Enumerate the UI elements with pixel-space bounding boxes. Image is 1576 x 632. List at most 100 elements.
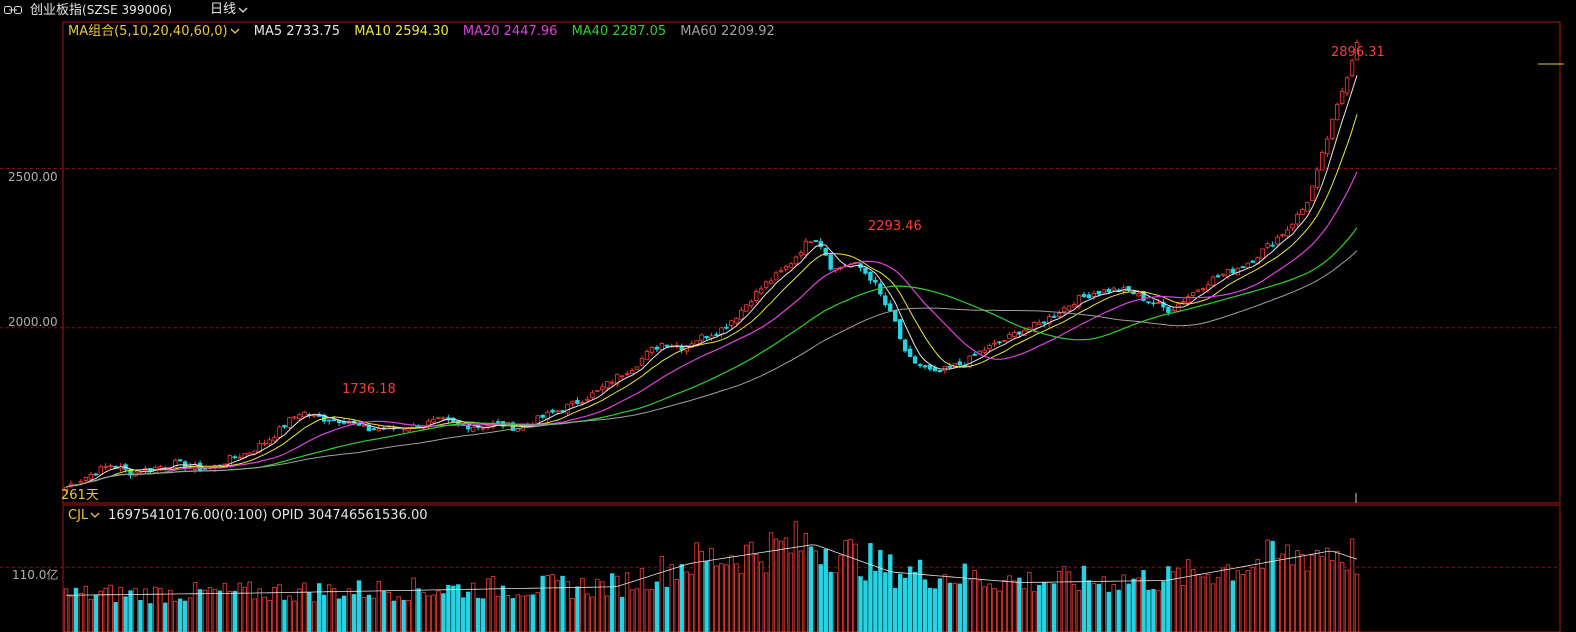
link-icon[interactable]: [4, 6, 22, 14]
volume-bar: [709, 548, 714, 632]
candle-body: [639, 358, 645, 366]
candle-body: [555, 410, 560, 413]
volume-bar: [783, 537, 789, 632]
volume-bar: [982, 586, 987, 632]
volume-bar: [113, 602, 118, 632]
volume-bar: [987, 583, 992, 632]
volume-bar: [148, 603, 153, 632]
candle-body: [912, 356, 918, 364]
chevron-down-icon: [238, 7, 248, 13]
volume-bar: [1305, 570, 1310, 632]
volume-bar: [580, 577, 585, 632]
volume-bar: [1339, 562, 1345, 632]
volume-bar: [451, 585, 456, 632]
volume-bar: [108, 584, 113, 632]
candle-body: [585, 398, 590, 402]
volume-bar: [664, 586, 670, 632]
candle-body: [1349, 60, 1355, 77]
volume-bar: [426, 595, 431, 632]
volume-bar: [962, 563, 967, 632]
volume-bar: [272, 587, 277, 632]
candle-body: [1285, 229, 1290, 237]
volume-bar: [878, 549, 883, 632]
volume-bar: [1121, 574, 1126, 632]
volume-bar: [257, 588, 262, 632]
volume-bar: [540, 575, 545, 632]
volume-bar: [1086, 580, 1092, 632]
candle-body: [1210, 276, 1216, 286]
volume-bar: [123, 596, 128, 632]
volume-bar: [565, 581, 570, 632]
volume-bar: [1285, 544, 1290, 632]
volume-bar: [714, 565, 719, 632]
volume-bar: [282, 599, 287, 632]
period-selector[interactable]: 日线: [210, 0, 248, 20]
volume-bar: [525, 594, 530, 632]
volume-bar: [158, 587, 163, 632]
candle-body: [972, 353, 977, 356]
volume-bar: [78, 592, 84, 632]
candle-body: [1081, 294, 1087, 297]
volume-bar: [927, 587, 933, 632]
candle-body: [565, 403, 570, 414]
candlestick-series: [63, 39, 1360, 494]
volume-bar: [793, 521, 799, 632]
volume-bar: [341, 595, 347, 632]
volume-bar: [505, 595, 511, 632]
candle-body: [1091, 292, 1097, 297]
volume-bar: [1066, 571, 1072, 632]
candle-body: [595, 389, 600, 392]
volume-bar: [366, 594, 372, 632]
volume-bar: [1320, 556, 1325, 632]
volume-bar: [838, 554, 843, 632]
volume-bar: [500, 585, 506, 632]
volume-bar: [83, 585, 89, 632]
candle-body: [664, 344, 670, 347]
index-title: 创业板指(SZSE 399006): [30, 0, 172, 21]
candle-body: [798, 252, 804, 256]
volume-bar: [1146, 589, 1151, 632]
candle-body: [868, 271, 873, 281]
volume-bar: [898, 573, 903, 632]
volume-bar: [967, 579, 972, 632]
volume-bar: [475, 597, 481, 632]
volume-bar: [1225, 564, 1231, 632]
candle-body: [93, 473, 98, 476]
candle-body: [232, 456, 238, 459]
candle-body: [758, 288, 764, 294]
candle-body: [480, 427, 486, 430]
volume-bar: [1161, 581, 1166, 632]
volume-bar: [610, 573, 615, 632]
candle-body: [466, 425, 471, 430]
candle-body: [1280, 234, 1285, 237]
ma-group-selector[interactable]: MA组合(5,10,20,40,60,0): [68, 24, 228, 39]
chevron-down-icon: [90, 512, 100, 518]
candle-body: [957, 361, 962, 366]
candle-body: [431, 418, 436, 423]
volume-bar: [63, 588, 69, 632]
volume-bar: [689, 573, 694, 632]
candle-body: [1146, 301, 1151, 304]
candle-body: [600, 386, 605, 391]
candle-body: [654, 346, 660, 350]
candle-body: [902, 339, 908, 352]
candle-body: [1046, 316, 1052, 325]
volume-indicator-selector[interactable]: CJL: [68, 508, 89, 523]
volume-bar: [555, 580, 560, 632]
volume-bar: [1091, 583, 1097, 632]
candle-body: [376, 428, 382, 432]
volume-bar: [758, 561, 764, 632]
volume-bar: [1051, 583, 1057, 632]
volume-bar: [277, 584, 282, 632]
volume-bar: [88, 598, 94, 632]
volume-bar: [902, 577, 908, 632]
candle-body: [1022, 329, 1027, 336]
volume-bar: [490, 576, 496, 632]
volume-bar: [1166, 566, 1171, 632]
volume-bar: [684, 571, 689, 632]
candle-body: [1320, 151, 1325, 171]
candle-body: [694, 340, 699, 345]
candle-body: [803, 240, 809, 256]
candle-body: [1225, 269, 1231, 277]
